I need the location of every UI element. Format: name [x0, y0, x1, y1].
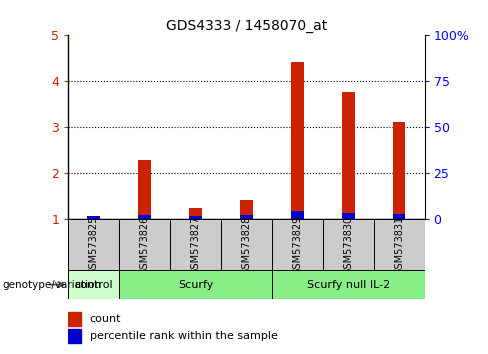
Text: GSM573825: GSM573825 — [89, 216, 99, 275]
Bar — [323, 219, 374, 271]
Text: GSM573828: GSM573828 — [242, 216, 251, 275]
Bar — [189, 208, 202, 219]
Text: GSM573827: GSM573827 — [190, 216, 201, 275]
Text: GSM573830: GSM573830 — [343, 216, 353, 275]
Bar — [291, 211, 304, 219]
Bar — [87, 217, 100, 219]
Text: Scurfy null IL-2: Scurfy null IL-2 — [306, 280, 390, 290]
Bar — [68, 270, 119, 299]
Bar — [68, 219, 119, 271]
Bar — [240, 215, 253, 219]
Bar — [393, 122, 406, 219]
Bar — [240, 200, 253, 219]
Title: GDS4333 / 1458070_at: GDS4333 / 1458070_at — [166, 19, 327, 33]
Text: GSM573826: GSM573826 — [140, 216, 150, 275]
Text: percentile rank within the sample: percentile rank within the sample — [90, 331, 278, 341]
Bar — [272, 270, 425, 299]
Bar — [119, 270, 272, 299]
Text: Scurfy: Scurfy — [178, 280, 213, 290]
Bar — [68, 329, 81, 343]
Bar — [272, 219, 323, 271]
Bar — [393, 214, 406, 219]
Text: GSM573829: GSM573829 — [292, 216, 303, 275]
Text: GSM573831: GSM573831 — [394, 216, 404, 275]
Bar — [138, 215, 151, 219]
Bar — [291, 62, 304, 219]
Bar — [189, 216, 202, 219]
Bar — [119, 219, 170, 271]
Bar — [170, 219, 221, 271]
Text: genotype/variation: genotype/variation — [2, 280, 102, 290]
Text: control: control — [75, 280, 113, 290]
Bar — [87, 216, 100, 219]
Bar — [221, 219, 272, 271]
Bar — [374, 219, 425, 271]
Bar — [342, 92, 355, 219]
Bar — [138, 160, 151, 219]
Text: count: count — [90, 314, 121, 324]
Bar — [68, 312, 81, 326]
Bar — [342, 213, 355, 219]
